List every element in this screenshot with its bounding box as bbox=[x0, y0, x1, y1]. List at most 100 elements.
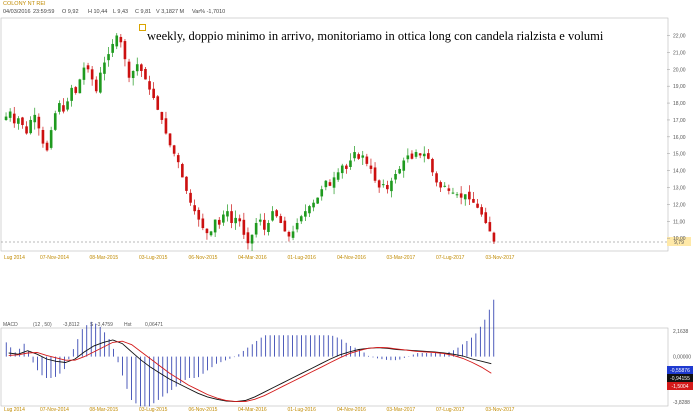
candle-body bbox=[193, 205, 196, 212]
candle-body bbox=[29, 119, 32, 134]
candle-body bbox=[271, 211, 274, 221]
candle-body bbox=[324, 180, 328, 188]
macd-date-tick-label: Lug 2014 bbox=[4, 407, 25, 413]
candle-body bbox=[492, 232, 496, 242]
macd-date-tick-label: 01-Lug-2016 bbox=[288, 407, 317, 413]
candle-body bbox=[484, 212, 488, 223]
candle-body bbox=[488, 222, 492, 232]
date-tick-label: 01-Lug-2016 bbox=[288, 255, 317, 261]
candle-body bbox=[353, 152, 356, 159]
macd-date-tick-label: 08-Mar-2015 bbox=[90, 407, 119, 413]
price-tick-label: 18,00 bbox=[673, 101, 686, 107]
candle-body bbox=[357, 154, 360, 159]
macd-value-badge-text: -0,55876 bbox=[670, 368, 690, 374]
candle-body bbox=[53, 113, 57, 130]
candle-body bbox=[217, 219, 221, 225]
candle-body bbox=[17, 118, 20, 124]
macd-date-tick-label: 03-Mar-2017 bbox=[387, 407, 416, 413]
candle-body bbox=[373, 167, 377, 181]
candle-body bbox=[422, 153, 426, 157]
annotation-marker[interactable] bbox=[139, 24, 146, 31]
candle-body bbox=[185, 176, 188, 191]
macd-date-tick-label: 04-Nov-2016 bbox=[337, 407, 366, 413]
candle-body bbox=[246, 232, 250, 244]
symbol-label: COLONY NT REI bbox=[3, 1, 46, 7]
quote-low: L 9,43 bbox=[113, 9, 129, 15]
candle-body bbox=[480, 207, 483, 215]
candle-body bbox=[176, 155, 180, 163]
price-panel-frame bbox=[0, 17, 669, 252]
price-tick-label: 14,00 bbox=[673, 169, 686, 175]
candle-body bbox=[472, 198, 475, 203]
candle-body bbox=[345, 165, 348, 169]
candle-body bbox=[213, 219, 217, 233]
macd-value-badge-text: -1,5004 bbox=[672, 384, 689, 390]
hist-value: 0,06471 bbox=[145, 322, 163, 328]
candle-body bbox=[230, 211, 233, 223]
price-tick-label: 12,00 bbox=[673, 202, 686, 208]
macd-date-tick-label: 03-Nov-2017 bbox=[486, 407, 515, 413]
quote-open: O 9,92 bbox=[62, 9, 79, 15]
macd-date-tick-label: 07-Nov-2014 bbox=[40, 407, 69, 413]
price-tick-label: 20,00 bbox=[673, 67, 686, 73]
candle-body bbox=[299, 216, 303, 222]
price-tick-label: 16,00 bbox=[673, 135, 686, 141]
candle-body bbox=[386, 184, 389, 190]
macd-label: MACD bbox=[3, 322, 18, 328]
candle-body bbox=[304, 211, 307, 217]
candle-body bbox=[49, 130, 53, 148]
candle-body bbox=[279, 216, 283, 223]
macd-value-badge bbox=[667, 374, 693, 382]
candle-body bbox=[336, 172, 340, 180]
candle-body bbox=[119, 36, 123, 43]
candle-body bbox=[427, 153, 430, 159]
candle-body bbox=[402, 160, 406, 171]
candle-body bbox=[414, 152, 418, 157]
candle-body bbox=[283, 220, 287, 232]
date-tick-label: Lug 2014 bbox=[4, 255, 25, 261]
macd-tick-label: 0,00000 bbox=[673, 355, 691, 361]
candle-body bbox=[156, 96, 160, 110]
candle-body bbox=[431, 158, 434, 173]
candle-body bbox=[406, 155, 410, 160]
candle-body bbox=[107, 54, 110, 61]
candle-body bbox=[197, 209, 201, 220]
candle-body bbox=[131, 70, 135, 79]
candle-body bbox=[70, 87, 73, 101]
macd-line bbox=[8, 339, 492, 403]
candle-body bbox=[316, 197, 319, 204]
price-tick-label: 19,00 bbox=[673, 84, 686, 90]
annotation-text[interactable]: weekly, doppio minimo in arrivo, monitor… bbox=[147, 29, 604, 43]
quote-variation: Var% -1,7010 bbox=[192, 9, 226, 15]
macd-panel-frame bbox=[0, 327, 669, 407]
macd-value: -3,8112 bbox=[63, 322, 80, 328]
macd-date-tick-label: 03-Lug-2015 bbox=[139, 407, 168, 413]
candle-body bbox=[439, 182, 442, 188]
date-tick-label: 07-Nov-2014 bbox=[40, 255, 69, 261]
candle-body bbox=[62, 105, 65, 112]
macd-value-badge bbox=[667, 382, 693, 390]
candle-body bbox=[250, 234, 254, 244]
last-price-value: 9,79 bbox=[674, 240, 684, 246]
candle-body bbox=[365, 156, 369, 164]
candle-body bbox=[234, 217, 237, 224]
candle-body bbox=[238, 218, 242, 222]
candle-body bbox=[201, 218, 205, 229]
price-tick-label: 10,00 bbox=[673, 236, 686, 242]
candle-body bbox=[369, 165, 373, 169]
candle-body bbox=[398, 168, 401, 174]
quote-time: 23:59:59 bbox=[33, 9, 55, 15]
candle-body bbox=[381, 184, 385, 186]
candle-body bbox=[291, 231, 295, 238]
candle-body bbox=[349, 160, 352, 167]
candle-body bbox=[140, 64, 143, 71]
date-tick-label: 03-Mar-2017 bbox=[387, 255, 416, 261]
candle-body bbox=[152, 88, 155, 98]
quote-close: C 9,81 bbox=[135, 9, 152, 15]
candle-body bbox=[320, 189, 324, 197]
candle-body bbox=[94, 79, 98, 92]
date-tick-label: 04-Nov-2016 bbox=[337, 255, 366, 261]
candle-body bbox=[82, 67, 86, 80]
candle-body bbox=[328, 182, 332, 186]
